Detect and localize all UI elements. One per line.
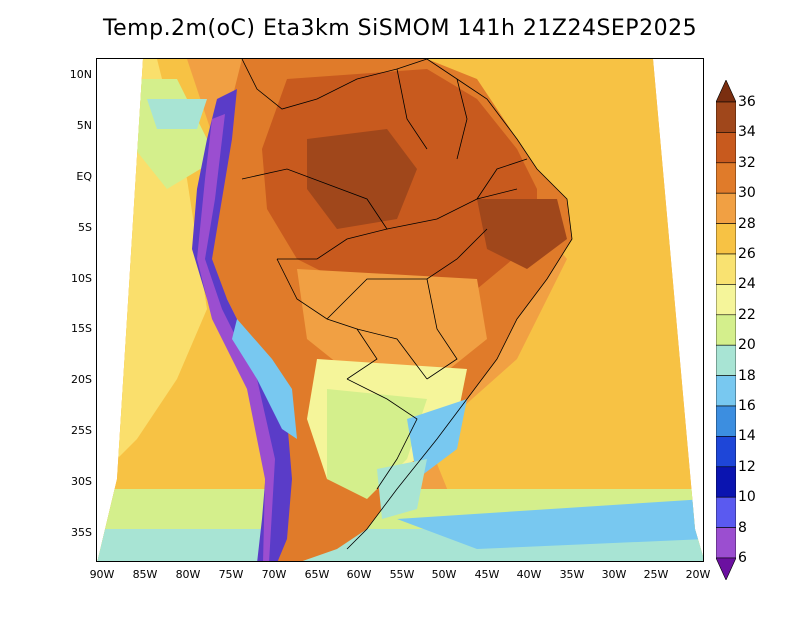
- colorbar-label: 30: [738, 185, 756, 202]
- amazon-very-hot: [307, 129, 417, 229]
- colorbar-segment: [716, 344, 736, 376]
- lat-label-35s: 35S: [71, 526, 92, 539]
- color-scale-bar: [716, 80, 736, 580]
- colorbar-segment: [716, 496, 736, 528]
- lat-label-25s: 25S: [71, 424, 92, 437]
- colorbar-label: 6: [738, 550, 747, 566]
- lat-label-10n: 10N: [69, 68, 92, 81]
- lat-label-30s: 30S: [71, 475, 92, 488]
- temperature-map: [96, 58, 704, 562]
- central-warm: [297, 269, 487, 379]
- lon-label-80w: 80W: [175, 568, 201, 581]
- pacific-north-cool: [117, 79, 217, 189]
- colorbar-segment: [716, 405, 736, 437]
- andes-east-slope: [232, 319, 297, 439]
- lon-label-30w: 30W: [601, 568, 627, 581]
- northeast-hot: [477, 199, 567, 269]
- colorbar-label: 14: [738, 428, 756, 445]
- colorbar-segment: [716, 132, 736, 164]
- lon-label-45w: 45W: [474, 568, 500, 581]
- map-canvas: [97, 59, 703, 561]
- colorbar-bottom-arrow: [716, 557, 736, 580]
- colorbar-segment: [716, 527, 736, 559]
- colorbar-label: 16: [738, 398, 756, 414]
- colorbar-label: 10: [738, 489, 756, 506]
- colorbar-label: 22: [738, 306, 756, 323]
- lon-label-35w: 35W: [559, 568, 585, 581]
- colorbar-label: 28: [738, 215, 756, 232]
- south-atlantic-cold: [397, 499, 703, 549]
- lat-label-10s: 10S: [71, 272, 92, 285]
- colorbar-top-arrow: [716, 80, 736, 103]
- lat-label-eq: EQ: [76, 170, 92, 183]
- lon-label-50w: 50W: [431, 568, 457, 581]
- lon-label-55w: 55W: [389, 568, 415, 581]
- south-cold: [377, 459, 427, 519]
- colorbar-label: 20: [738, 337, 756, 354]
- lat-label-5s: 5S: [78, 221, 92, 234]
- lon-label-25w: 25W: [643, 568, 669, 581]
- lon-label-85w: 85W: [132, 568, 158, 581]
- colorbar-segment: [716, 253, 736, 285]
- colorbar-label: 34: [738, 124, 756, 141]
- colorbar-label: 32: [738, 154, 756, 171]
- lon-label-40w: 40W: [516, 568, 542, 581]
- colorbar-label: 12: [738, 458, 756, 475]
- lon-label-90w: 90W: [89, 568, 115, 581]
- colorbar-segment: [716, 314, 736, 346]
- colorbar-label: 8: [738, 519, 747, 536]
- country-borders: [241, 59, 573, 550]
- colorbar-segment: [716, 436, 736, 468]
- south-cool: [327, 389, 427, 499]
- map-title: Temp.2m(oC) Eta3km SiSMOM 141h 21Z24SEP2…: [102, 16, 698, 41]
- atlantic-mild: [397, 59, 703, 561]
- lon-label-70w: 70W: [261, 568, 287, 581]
- pacific-cold-patch: [147, 99, 207, 129]
- colorbar-label: 36: [738, 94, 756, 110]
- lat-label-5n: 5N: [76, 119, 92, 132]
- colorbar-label: 18: [738, 367, 756, 384]
- lat-label-15s: 15S: [71, 322, 92, 335]
- colorbar-segment: [716, 375, 736, 407]
- colorbar-segment: [716, 223, 736, 255]
- colorbar-segment: [716, 101, 736, 133]
- colorbar-segment: [716, 284, 736, 316]
- colorbar-segment: [716, 466, 736, 498]
- colorbar-segment: [716, 192, 736, 224]
- lat-label-20s: 20S: [71, 373, 92, 386]
- lon-label-65w: 65W: [304, 568, 330, 581]
- lon-label-60w: 60W: [346, 568, 372, 581]
- colorbar-label: 24: [738, 276, 756, 293]
- colorbar-segment: [716, 162, 736, 194]
- lon-label-20w: 20W: [685, 568, 711, 581]
- colorbar-label: 26: [738, 246, 756, 262]
- lon-label-75w: 75W: [218, 568, 244, 581]
